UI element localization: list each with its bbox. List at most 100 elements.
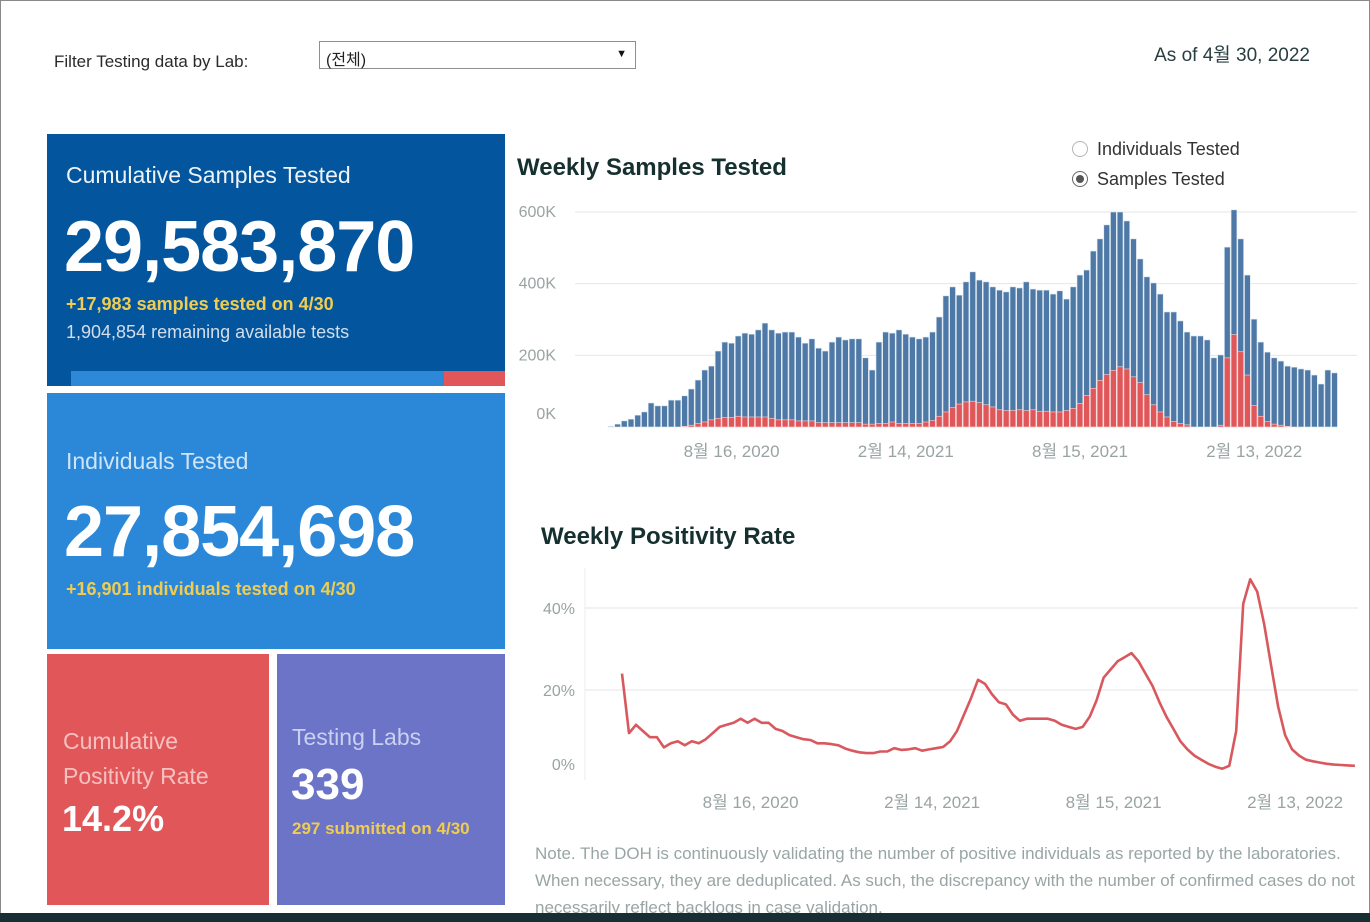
filter-label: Filter Testing data by Lab: [54, 52, 249, 71]
radio-circle-icon [1072, 141, 1088, 157]
x-tick-label: 2월 13, 2022 [1206, 442, 1302, 461]
bar-positive [1056, 411, 1064, 428]
as-of-date: As of 4월 30, 2022 [1154, 45, 1310, 66]
cumulative-positivity-value: 14.2% [62, 798, 165, 839]
bar-total [647, 402, 655, 428]
bar-positive [1116, 366, 1124, 428]
bar-positive [822, 422, 829, 428]
positivity-line [620, 577, 1355, 770]
bar-total [694, 379, 702, 428]
bar-total [1203, 339, 1211, 428]
bar-total [1317, 383, 1325, 428]
bar-total [922, 336, 929, 428]
bar-total [607, 425, 615, 428]
bar-positive [1096, 380, 1104, 428]
bar-positive [1036, 410, 1043, 428]
bar-positive [1029, 409, 1037, 428]
x-tick-label: 8월 16, 2020 [684, 442, 780, 461]
weekly-samples-title: Weekly Samples Tested [517, 154, 787, 181]
progress-fill [71, 371, 445, 386]
bar-positive [795, 420, 802, 428]
bar-total [868, 369, 876, 428]
y-tick-label: 600K [519, 204, 557, 221]
bar-total [1177, 320, 1184, 428]
bar-total [882, 331, 889, 428]
bar-total [801, 342, 809, 428]
bar-total [755, 329, 762, 428]
bar-total [781, 331, 789, 428]
bar-total [949, 286, 956, 428]
bar-total [741, 332, 749, 428]
bar-total [1069, 286, 1077, 428]
bar-total [701, 369, 708, 428]
card-title: Cumulative Samples Tested [66, 162, 351, 188]
bar-total [1311, 374, 1318, 428]
bar-total [748, 333, 755, 428]
bar-positive [1023, 410, 1030, 428]
bar-positive [1277, 424, 1285, 428]
bar-positive [1157, 411, 1164, 428]
bar-positive [889, 421, 896, 428]
bar-total [935, 316, 943, 428]
radio-label: Individuals Tested [1097, 138, 1240, 159]
bar-total [1291, 366, 1298, 428]
bar-positive [1250, 405, 1258, 428]
footer-bar [0, 913, 1370, 922]
bar-positive [842, 422, 849, 428]
x-tick-label: 8월 15, 2021 [1066, 793, 1162, 812]
testing-labs-card: Testing Labs 339 297 submitted on 4/30 [277, 654, 505, 905]
bar-positive [882, 423, 889, 428]
bar-positive [1069, 408, 1077, 428]
bar-total [1190, 335, 1198, 428]
bar-total [1183, 331, 1191, 428]
bar-positive [1043, 410, 1050, 428]
bar-total [989, 286, 996, 428]
bar-positive [922, 421, 929, 428]
bar-total [775, 332, 782, 428]
bar-total [721, 341, 728, 428]
y-tick-label: 20% [543, 683, 575, 700]
bar-positive [1150, 404, 1157, 428]
bar-total [808, 338, 816, 428]
bar-total [1324, 369, 1332, 428]
bar-total [761, 322, 769, 428]
lab-filter-dropdown[interactable]: (전체) ▼ [319, 41, 636, 69]
remaining-tests: 1,904,854 remaining available tests [66, 322, 350, 342]
bar-total [1197, 335, 1204, 428]
bar-positive [1163, 416, 1171, 428]
radio-label: Samples Tested [1097, 168, 1225, 189]
bar-positive [708, 419, 715, 428]
bar-total [1277, 360, 1285, 428]
bar-total [1036, 289, 1043, 428]
bar-total [835, 336, 842, 428]
bar-total [795, 336, 802, 428]
bar-positive [1177, 423, 1184, 428]
bar-total [728, 342, 735, 428]
weekly-positivity-chart: 0% 20% 40% 8월 16, 2020 2월 14, 2021 8월 15, 202… [543, 568, 1358, 812]
bar-positive [768, 418, 775, 428]
bar-positive [935, 415, 943, 428]
bar-positive [855, 422, 862, 428]
bar-positive [728, 417, 735, 428]
bar-total [668, 399, 675, 428]
radio-samples-tested[interactable]: Samples Tested [1072, 164, 1240, 194]
bar-positive [962, 401, 970, 428]
bar-total [1331, 372, 1338, 428]
bar-positive [1009, 410, 1017, 428]
bar-positive [775, 419, 782, 428]
bar-total [848, 338, 856, 428]
bar-total [1170, 311, 1177, 428]
bar-total [996, 289, 1003, 428]
bar-positive [949, 407, 956, 428]
radio-individuals-tested[interactable]: Individuals Tested [1072, 134, 1240, 164]
bar-positive [1257, 415, 1265, 428]
bar-positive [1264, 421, 1271, 428]
bar-positive [1123, 368, 1131, 428]
bar-positive [1217, 424, 1224, 428]
bar-positive [1083, 395, 1090, 428]
bar-total [1016, 287, 1023, 428]
bar-total [822, 350, 829, 428]
bar-total [621, 420, 628, 428]
cumulative-samples-card: Cumulative Samples Tested 29,583,870 +17… [47, 134, 505, 386]
bar-total [641, 411, 648, 428]
